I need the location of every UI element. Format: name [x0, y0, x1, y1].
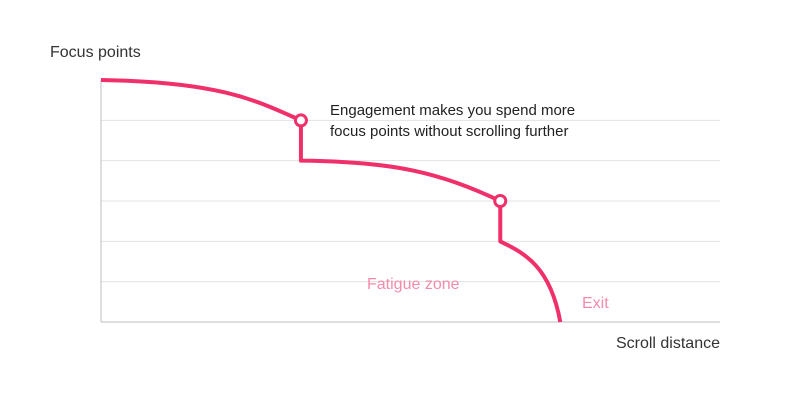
- gridlines: [101, 119, 720, 283]
- y-axis-title: Focus points: [50, 44, 141, 61]
- fatigue-zone-label: Fatigue zone: [367, 276, 460, 293]
- annotation-line-1: Engagement makes you spend more: [330, 102, 575, 119]
- exit-label: Exit: [582, 295, 609, 312]
- annotation-line-2: focus points without scrolling further: [330, 123, 568, 140]
- marker-point-1: [293, 113, 308, 128]
- marker-point-2: [493, 194, 508, 208]
- markers: [293, 113, 508, 208]
- focus-points-curve: [100, 78, 563, 323]
- x-axis-title: Scroll distance: [616, 335, 720, 352]
